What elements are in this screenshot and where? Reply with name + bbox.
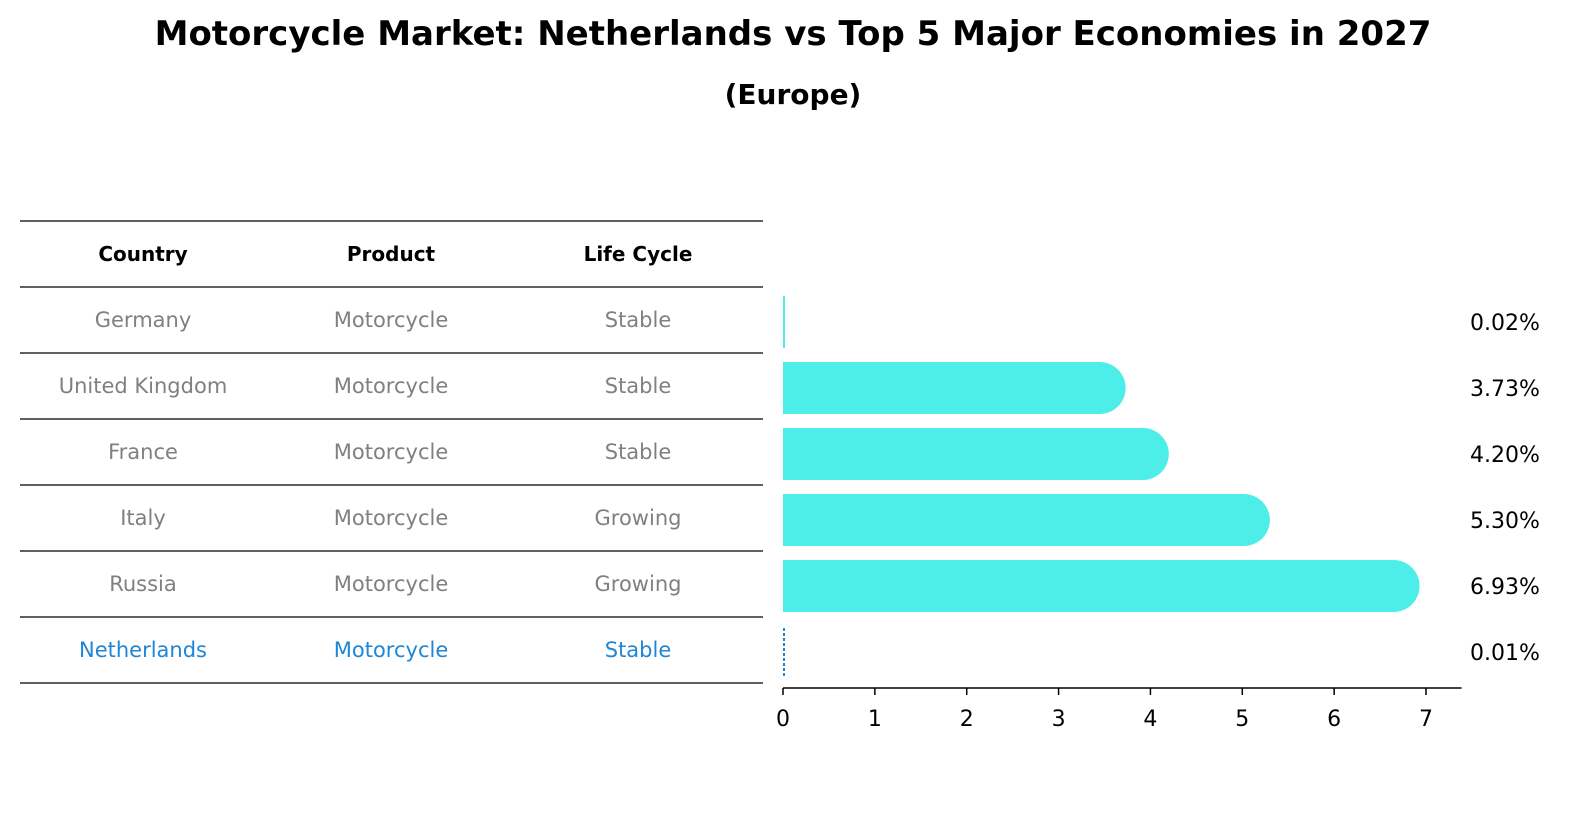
table-cell-product: Motorcycle	[334, 572, 449, 596]
table-cell-life-cycle: Growing	[595, 572, 682, 596]
table-cell-life-cycle: Growing	[595, 506, 682, 530]
table-cell-country: United Kingdom	[59, 374, 228, 398]
chart-title: Motorcycle Market: Netherlands vs Top 5 …	[154, 14, 1432, 54]
x-tick-label: 3	[1052, 707, 1066, 732]
table-cell-product: Motorcycle	[334, 308, 449, 332]
table-header-cell: Life Cycle	[584, 242, 693, 266]
table-cell-product: Motorcycle	[334, 506, 449, 530]
table-cell-country: France	[108, 440, 178, 464]
data-label: 3.73%	[1470, 377, 1540, 402]
data-label: 6.93%	[1470, 575, 1540, 600]
table-cell-country: Germany	[95, 308, 192, 332]
data-label: 4.20%	[1470, 443, 1540, 468]
bar-germany	[783, 296, 785, 348]
table-header-cell: Country	[98, 242, 187, 266]
chart-subtitle: (Europe)	[724, 78, 862, 111]
x-tick-label: 1	[868, 707, 882, 732]
bar-italy	[783, 494, 1270, 546]
table-cell-life-cycle: Stable	[605, 374, 672, 398]
data-label: 0.01%	[1470, 641, 1540, 666]
data-label: 0.02%	[1470, 311, 1540, 336]
table-cell-product: Motorcycle	[334, 374, 449, 398]
data-label: 5.30%	[1470, 509, 1540, 534]
x-tick-label: 5	[1235, 707, 1249, 732]
table-cell-product: Motorcycle	[334, 638, 449, 662]
x-tick-label: 2	[960, 707, 974, 732]
x-tick-label: 0	[776, 707, 790, 732]
table-cell-product: Motorcycle	[334, 440, 449, 464]
table-cell-country: Netherlands	[79, 638, 207, 662]
table-cell-country: Russia	[109, 572, 177, 596]
bar-russia	[783, 560, 1420, 612]
x-tick-label: 7	[1419, 707, 1433, 732]
bar-france	[783, 428, 1169, 480]
table-cell-life-cycle: Stable	[605, 308, 672, 332]
data-table: Country Product Life Cycle Germany Motorcycl…	[20, 220, 763, 684]
table-cell-life-cycle: Stable	[605, 440, 672, 464]
table-header-cell: Product	[347, 242, 436, 266]
x-tick-label: 4	[1143, 707, 1157, 732]
x-tick-label: 6	[1327, 707, 1341, 732]
bar-chart: 0.02% 3.73% 4.20% 5.30% 6.93% 0.01% 0 1 2 3 4 5 6 7	[776, 296, 1540, 732]
table-cell-country: Italy	[120, 506, 166, 530]
bar-united-kingdom	[783, 362, 1126, 414]
table-cell-life-cycle: Stable	[605, 638, 672, 662]
